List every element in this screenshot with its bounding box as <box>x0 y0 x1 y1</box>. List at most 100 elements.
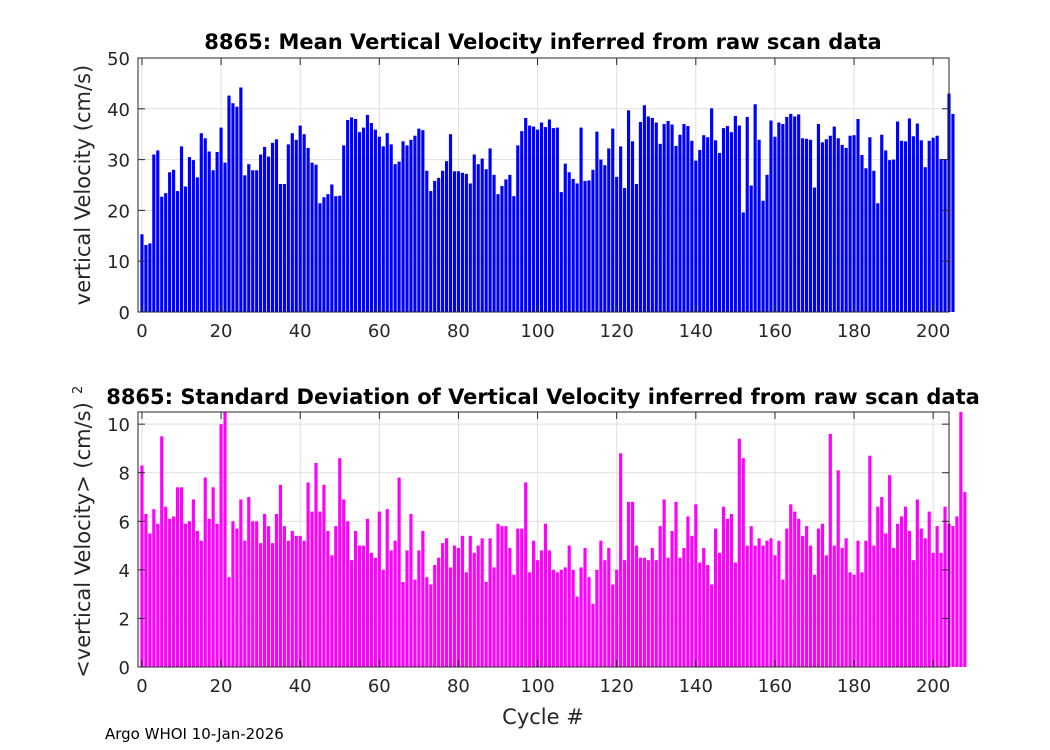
bar <box>733 562 737 667</box>
bar <box>298 125 302 313</box>
bar <box>183 186 188 312</box>
bar <box>199 133 203 312</box>
bar <box>468 535 472 667</box>
bar <box>401 582 405 667</box>
bar <box>638 122 643 313</box>
bar <box>294 139 298 312</box>
x-tick-label: 60 <box>368 321 391 342</box>
bar <box>156 150 160 312</box>
bar <box>334 526 338 667</box>
bar <box>860 572 864 667</box>
bar <box>868 455 872 667</box>
bar <box>172 516 176 667</box>
bar <box>227 95 231 312</box>
bar <box>476 545 480 667</box>
bar <box>179 146 184 312</box>
bar <box>895 121 900 312</box>
bar <box>698 562 702 667</box>
bar <box>168 518 172 667</box>
bar <box>191 499 195 667</box>
bar <box>243 175 247 312</box>
bar <box>452 171 457 312</box>
bar <box>611 128 615 312</box>
bar <box>215 523 219 667</box>
mean-velocity-title: 8865: Mean Vertical Velocity inferred fr… <box>204 30 881 54</box>
bar <box>322 197 326 312</box>
bar <box>678 134 682 312</box>
bar <box>500 526 504 667</box>
bar <box>306 482 310 667</box>
bar <box>504 526 508 667</box>
bar <box>559 192 563 312</box>
bar <box>460 172 464 312</box>
bar <box>911 136 915 312</box>
bar <box>642 105 646 312</box>
bar <box>421 130 425 312</box>
bar <box>808 139 813 312</box>
x-tick-label: 180 <box>837 676 871 697</box>
bar <box>148 533 152 667</box>
bar <box>175 487 180 667</box>
bar <box>520 528 524 667</box>
bar <box>255 521 259 667</box>
bar <box>943 506 947 667</box>
bar <box>409 139 413 312</box>
bar <box>844 147 848 312</box>
y-tick-label: 30 <box>107 151 130 172</box>
bar <box>623 188 627 312</box>
x-tick-label: 140 <box>679 676 713 697</box>
bar <box>567 545 571 667</box>
bar <box>690 535 694 667</box>
bar <box>717 152 722 312</box>
bar <box>444 538 449 667</box>
bar <box>183 523 188 667</box>
bar <box>804 138 809 312</box>
bar <box>931 137 935 312</box>
x-tick-label: 0 <box>136 676 147 697</box>
bar <box>888 160 892 312</box>
x-tick-label: 40 <box>289 321 312 342</box>
bar <box>698 149 702 312</box>
bar <box>603 165 607 312</box>
bar <box>397 161 401 312</box>
std-velocity-y-ticks: 0 2 4 6 8 10 <box>107 415 949 679</box>
bar <box>417 128 421 312</box>
bar <box>710 584 714 667</box>
bar <box>903 506 908 667</box>
bar <box>717 552 722 667</box>
bar <box>199 540 203 667</box>
bar <box>476 164 480 312</box>
bar <box>524 117 528 312</box>
bar <box>828 433 832 667</box>
bar <box>895 523 900 667</box>
bar <box>801 138 805 312</box>
bar <box>864 540 868 667</box>
bar <box>753 104 757 312</box>
bar <box>413 579 417 667</box>
bar <box>472 552 476 667</box>
bar <box>365 114 370 313</box>
bar <box>607 548 611 667</box>
bar <box>350 117 354 312</box>
bar <box>646 116 650 312</box>
bar <box>824 555 828 667</box>
bar <box>808 545 813 667</box>
bar <box>935 135 939 312</box>
x-tick-label: 200 <box>916 321 950 342</box>
bar <box>666 557 670 667</box>
bar <box>219 424 223 667</box>
bar <box>749 185 753 312</box>
bar <box>148 243 152 312</box>
bar <box>342 499 346 667</box>
bar <box>797 518 801 667</box>
bar <box>587 180 591 312</box>
bar <box>646 560 650 667</box>
bar <box>385 509 389 667</box>
bar <box>381 146 385 312</box>
bar <box>539 122 544 313</box>
bar <box>816 528 821 667</box>
y-tick-label: 0 <box>119 303 130 324</box>
bar <box>500 186 504 312</box>
bar <box>555 127 559 312</box>
bar <box>634 183 639 312</box>
